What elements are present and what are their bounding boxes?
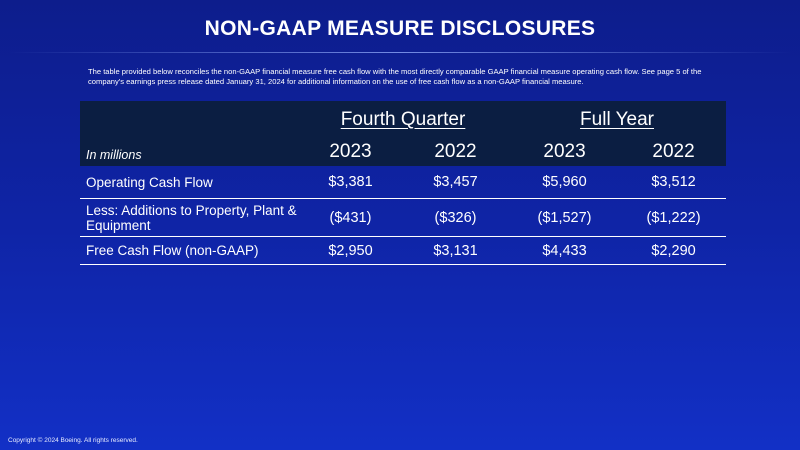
year-header: 2023 bbox=[329, 141, 372, 162]
copyright-footer: Copyright © 2024 Boeing. All rights rese… bbox=[8, 437, 138, 444]
year-header: 2022 bbox=[434, 141, 477, 162]
title-divider bbox=[8, 52, 792, 53]
table-cell: ($431) bbox=[298, 198, 403, 237]
group-header-full-year: Full Year bbox=[508, 101, 726, 131]
slide-title: NON-GAAP MEASURE DISCLOSURES bbox=[204, 17, 596, 40]
row-label: Operating Cash Flow bbox=[80, 166, 298, 199]
table-cell: $2,290 bbox=[621, 236, 727, 265]
table-cell: $3,381 bbox=[298, 166, 403, 199]
group-header-fourth-quarter: Fourth Quarter bbox=[298, 101, 508, 131]
table-header: Fourth Quarter Full Year In millions 202… bbox=[80, 101, 727, 166]
table-row: Less: Additions to Property, Plant & Equ… bbox=[80, 198, 727, 237]
table-cell: $3,457 bbox=[403, 166, 509, 199]
year-header-row: In millions 2023 2022 2023 2022 bbox=[80, 131, 727, 166]
table-cell: ($1,527) bbox=[508, 198, 622, 237]
intro-paragraph: The table provided below reconciles the … bbox=[88, 67, 702, 86]
reconciliation-table-container: Fourth Quarter Full Year In millions 202… bbox=[80, 101, 727, 265]
table-body: Operating Cash Flow $3,381 $3,457 $5,960… bbox=[80, 166, 727, 265]
table-cell: ($1,222) bbox=[621, 198, 727, 237]
table-cell: ($326) bbox=[403, 198, 509, 237]
table-cell: $3,512 bbox=[621, 166, 727, 199]
table-cell: $5,960 bbox=[508, 166, 622, 199]
year-header: 2023 bbox=[543, 141, 586, 162]
header-empty-cell bbox=[80, 101, 298, 131]
row-label: Free Cash Flow (non-GAAP) bbox=[80, 236, 298, 265]
group-label: Fourth Quarter bbox=[340, 109, 466, 130]
reconciliation-table: Fourth Quarter Full Year In millions 202… bbox=[80, 101, 727, 265]
row-label: Less: Additions to Property, Plant & Equ… bbox=[80, 198, 298, 237]
table-row: Operating Cash Flow $3,381 $3,457 $5,960… bbox=[80, 166, 727, 199]
table-cell: $4,433 bbox=[508, 236, 622, 265]
table-cell: $2,950 bbox=[298, 236, 403, 265]
period-group-row: Fourth Quarter Full Year bbox=[80, 101, 727, 131]
table-row: Free Cash Flow (non-GAAP) $2,950 $3,131 … bbox=[80, 236, 727, 265]
table-cell: $3,131 bbox=[403, 236, 509, 265]
units-label: In millions bbox=[86, 148, 142, 162]
group-label: Full Year bbox=[580, 109, 654, 130]
year-header: 2022 bbox=[652, 141, 695, 162]
